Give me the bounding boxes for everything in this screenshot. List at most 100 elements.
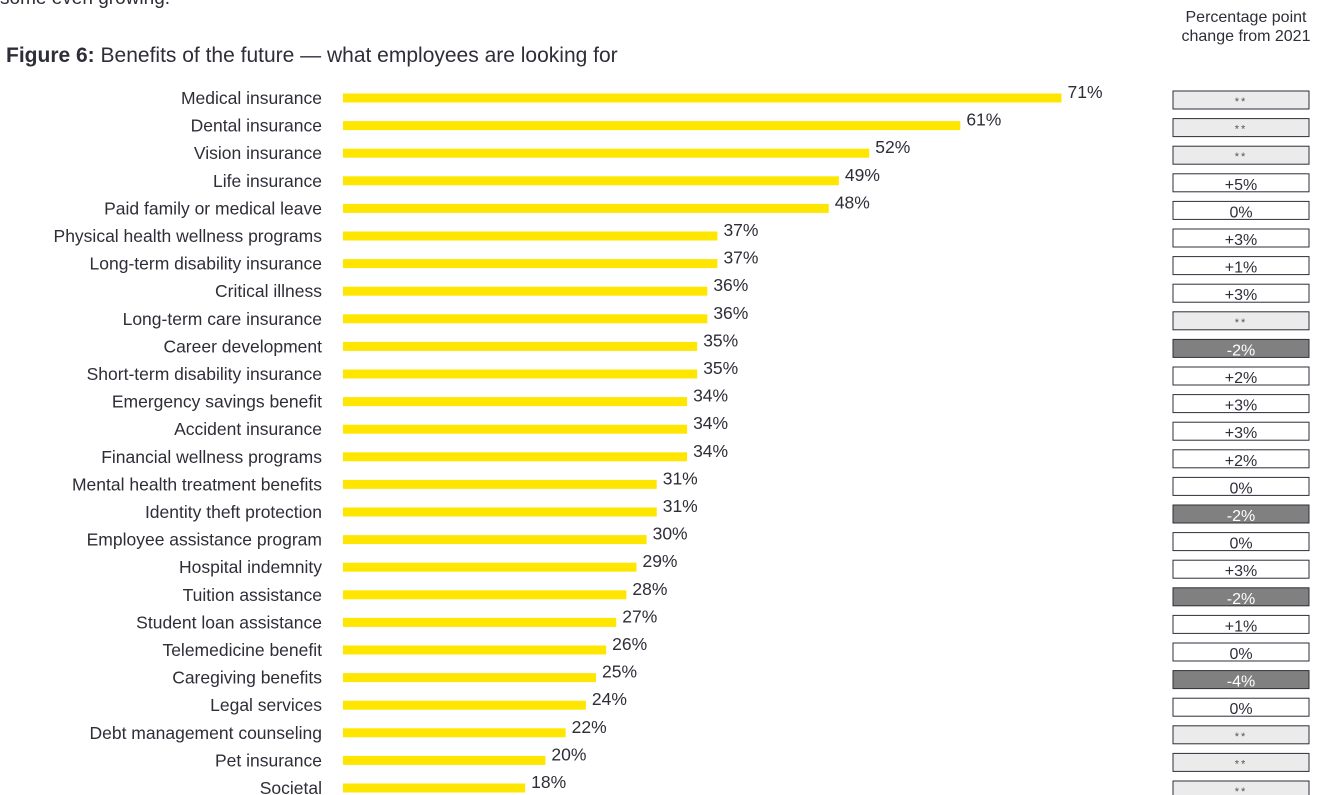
change-value: +3% — [1225, 425, 1257, 442]
value-label: 31% — [663, 468, 698, 488]
bar — [343, 728, 566, 738]
value-label: 25% — [602, 662, 637, 682]
value-label: 26% — [612, 634, 647, 654]
value-label: 24% — [592, 689, 627, 709]
category-label: Employee assistance program — [87, 530, 322, 550]
category-label: Paid family or medical leave — [104, 198, 322, 218]
bar — [343, 535, 647, 545]
category-label: Mental health treatment benefits — [72, 474, 322, 494]
category-label: Societal — [260, 778, 322, 795]
change-box — [1172, 338, 1310, 358]
bar — [343, 645, 607, 655]
bar — [343, 617, 617, 627]
category-label: Short-term disability insurance — [87, 364, 322, 384]
category-label: Caregiving benefits — [172, 668, 322, 688]
bar — [343, 286, 708, 296]
value-label: 37% — [723, 248, 758, 268]
bar — [343, 121, 961, 131]
change-value: 0% — [1229, 480, 1252, 497]
change-value: 0% — [1229, 204, 1252, 221]
bar — [343, 755, 546, 765]
bar — [343, 314, 708, 324]
bar — [343, 479, 657, 489]
value-label: 37% — [723, 220, 758, 240]
category-label: Long-term care insurance — [123, 309, 322, 329]
intro-text: some even growing. — [0, 0, 170, 10]
value-label: 31% — [663, 496, 698, 516]
category-label: Dental insurance — [191, 116, 322, 136]
bar — [343, 700, 586, 710]
category-label: Identity theft protection — [145, 502, 322, 522]
change-box — [1172, 311, 1310, 331]
value-label: 18% — [531, 772, 566, 792]
change-value: ** — [1235, 96, 1248, 108]
value-label: 20% — [551, 744, 586, 764]
change-box — [1172, 532, 1310, 552]
change-value: +2% — [1225, 453, 1257, 470]
figure-title: Figure 6: Benefits of the future — what … — [6, 44, 618, 68]
category-label: Critical illness — [215, 281, 322, 301]
value-label: 35% — [703, 330, 738, 350]
bar — [343, 231, 718, 241]
change-box — [1172, 587, 1310, 607]
category-label: Telemedicine benefit — [162, 640, 322, 660]
change-box — [1172, 449, 1310, 469]
change-box — [1172, 366, 1310, 386]
bar — [343, 783, 526, 793]
change-value: +2% — [1225, 370, 1257, 387]
value-label: 28% — [632, 579, 667, 599]
category-label: Tuition assistance — [183, 585, 322, 605]
change-value: +3% — [1225, 232, 1257, 249]
value-label: 52% — [875, 137, 910, 157]
category-label: Student loan assistance — [136, 612, 322, 632]
change-box — [1172, 725, 1310, 745]
bar — [343, 203, 829, 213]
change-box — [1172, 145, 1310, 165]
category-label: Medical insurance — [181, 88, 322, 108]
value-label: 34% — [693, 386, 728, 406]
value-label: 36% — [713, 303, 748, 323]
bar — [343, 562, 637, 572]
value-label: 27% — [622, 606, 657, 626]
change-box — [1172, 476, 1310, 496]
change-value: 0% — [1229, 701, 1252, 718]
bar — [343, 452, 688, 462]
change-value: ** — [1235, 317, 1248, 329]
bar — [343, 148, 870, 158]
change-box — [1172, 752, 1310, 772]
category-label: Long-term disability insurance — [90, 254, 322, 274]
change-value: 0% — [1229, 536, 1252, 553]
category-label: Pet insurance — [215, 750, 322, 770]
value-label: 22% — [572, 717, 607, 737]
change-value: ** — [1235, 758, 1248, 770]
change-box — [1172, 642, 1310, 662]
change-value: ** — [1235, 151, 1248, 163]
value-label: 35% — [703, 358, 738, 378]
bar — [343, 93, 1062, 103]
figure-label: Figure 6: — [6, 44, 95, 67]
figure-title-text: Benefits of the future — what employees … — [100, 44, 618, 67]
change-value: ** — [1235, 124, 1248, 136]
change-box — [1172, 504, 1310, 524]
change-box — [1172, 173, 1310, 193]
change-box — [1172, 283, 1310, 303]
change-value: +5% — [1225, 177, 1257, 194]
change-value: +3% — [1225, 563, 1257, 580]
category-label: Physical health wellness programs — [54, 226, 323, 246]
change-box — [1172, 256, 1310, 276]
value-label: 36% — [713, 275, 748, 295]
value-label: 61% — [966, 110, 1001, 130]
value-label: 29% — [642, 551, 677, 571]
bar — [343, 341, 698, 351]
change-box — [1172, 780, 1310, 795]
change-box — [1172, 559, 1310, 579]
category-label: Life insurance — [213, 171, 322, 191]
value-label: 49% — [845, 165, 880, 185]
value-label: 30% — [653, 524, 688, 544]
change-box — [1172, 614, 1310, 634]
category-label: Emergency savings benefit — [112, 392, 322, 412]
bar — [343, 673, 596, 683]
value-label: 34% — [693, 413, 728, 433]
change-value: +1% — [1225, 260, 1257, 277]
